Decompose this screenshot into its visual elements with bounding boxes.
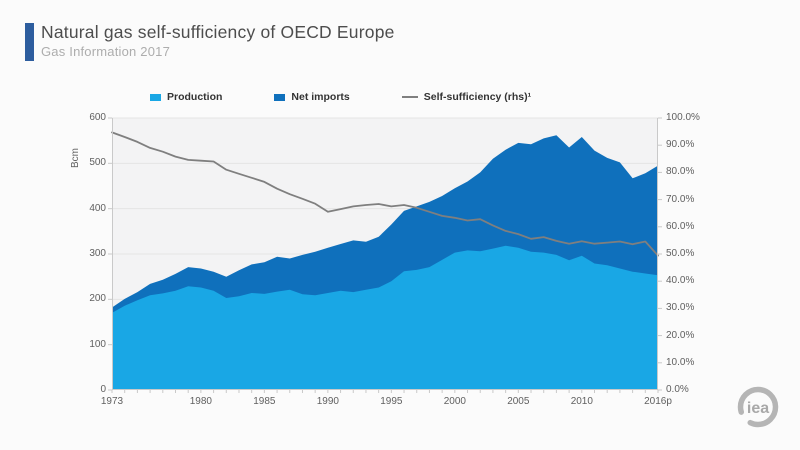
- x-axis-tick-label: 1990: [316, 396, 339, 407]
- y-axis-right-tick-label: 40.0%: [666, 275, 695, 287]
- page-subtitle: Gas Information 2017: [41, 44, 171, 59]
- x-axis-tick-label: 2016p: [644, 396, 672, 407]
- y-axis-right-tick-label: 50.0%: [666, 248, 695, 259]
- x-axis-tick-label: 2005: [507, 396, 530, 407]
- chart-plot-area: [108, 117, 662, 393]
- y-axis-left-tick-label: 200: [89, 293, 106, 305]
- title-accent-bar: [25, 23, 34, 61]
- legend-swatch-production-icon: [150, 93, 161, 101]
- y-axis-left-tick-label: 100: [89, 338, 106, 350]
- x-axis-tick-label: 1985: [253, 396, 276, 407]
- y-axis-left-tick-label: 0: [100, 384, 106, 395]
- y-axis-left-tick-label: 600: [89, 112, 106, 123]
- legend-label-self-sufficiency: Self-sufficiency (rhs)¹: [423, 91, 532, 103]
- legend-label-production: Production: [167, 91, 223, 103]
- legend-line-marker-icon: [401, 96, 418, 98]
- x-axis-tick-label: 1980: [189, 396, 212, 407]
- x-axis-tick-label: 2000: [443, 396, 466, 407]
- y-axis-right-tick-label: 10.0%: [666, 356, 695, 368]
- x-axis-tick-label: 1973: [100, 396, 124, 407]
- chart-legend: Production Net imports Self-sufficiency …: [150, 90, 531, 104]
- y-axis-right-tick-label: 60.0%: [666, 220, 695, 232]
- y-axis-left-tick-label: 500: [89, 157, 106, 169]
- y-axis-left-tick-label: 300: [89, 248, 106, 259]
- iea-logo-ring-icon: [737, 386, 779, 428]
- x-axis-tick-label: 2010: [570, 396, 593, 407]
- page-title: Natural gas self-sufficiency of OECD Eur…: [41, 22, 395, 42]
- y-axis-right-tick-label: 0.0%: [666, 384, 689, 395]
- iea-logo-text: iea: [747, 400, 769, 417]
- x-axis-tick-label: 1995: [380, 396, 403, 407]
- iea-logo: iea: [731, 381, 785, 437]
- legend-label-net-imports: Net imports: [291, 91, 350, 103]
- legend-item-production: Production: [150, 91, 222, 103]
- y-axis-right-tick-label: 20.0%: [666, 329, 695, 341]
- legend-item-self-sufficiency: Self-sufficiency (rhs)¹: [401, 91, 532, 103]
- y-axis-right-tick-label: 100.0%: [666, 112, 700, 123]
- legend-item-net-imports: Net imports: [274, 91, 350, 103]
- y-axis-right-tick-label: 70.0%: [666, 193, 695, 205]
- legend-swatch-net-imports-icon: [274, 93, 286, 101]
- y-axis-right-tick-label: 80.0%: [666, 166, 695, 178]
- y-axis-right-tick-label: 90.0%: [666, 139, 695, 151]
- y-axis-right-tick-label: 30.0%: [666, 302, 695, 314]
- y-axis-left-tick-label: 400: [89, 202, 106, 214]
